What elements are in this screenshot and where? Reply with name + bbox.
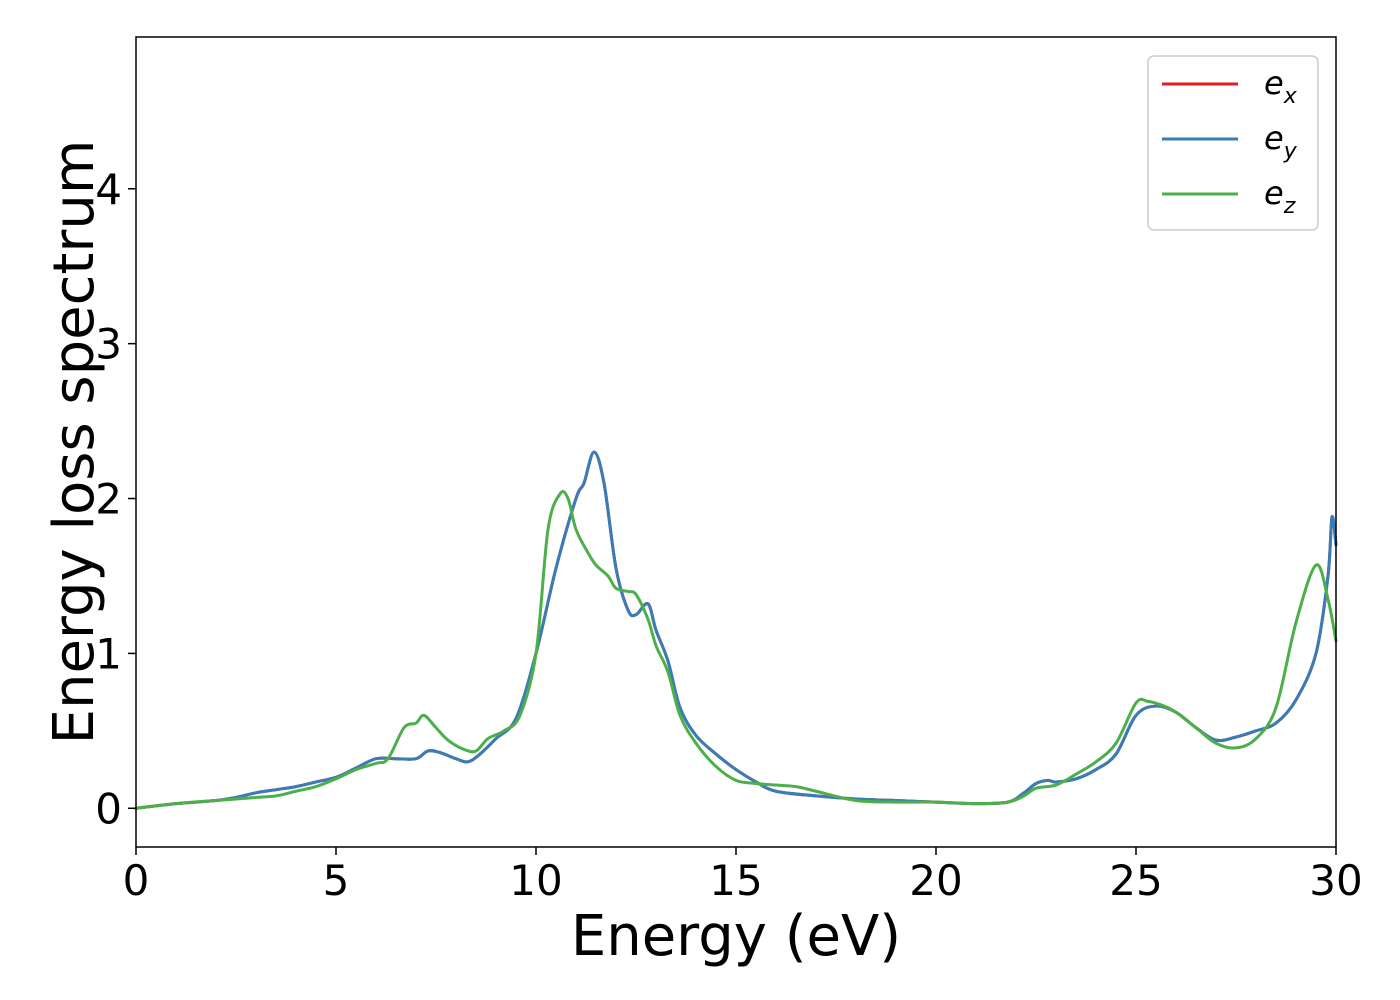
x-tick-label: 0 — [123, 856, 150, 905]
y-tick-label: 0 — [95, 784, 122, 833]
y-tick-label: 2 — [95, 475, 122, 524]
x-axis-ticks: 0 5 10 15 20 25 30 — [123, 847, 1363, 905]
series-layer — [134, 450, 1338, 810]
x-tick-label: 30 — [1309, 856, 1362, 905]
x-tick-label: 20 — [909, 856, 962, 905]
series-line-ez — [134, 490, 1338, 810]
y-axis-ticks: 0 1 2 3 4 — [95, 165, 136, 833]
legend-box — [1147, 55, 1319, 231]
x-tick-label: 5 — [323, 856, 350, 905]
y-axis-label: Energy loss spectrum — [42, 140, 107, 745]
x-axis-label: Energy (eV) — [571, 904, 901, 969]
x-tick-label: 10 — [509, 856, 562, 905]
x-tick-label: 25 — [1109, 856, 1162, 905]
y-tick-label: 4 — [95, 165, 122, 214]
y-tick-label: 1 — [95, 629, 122, 678]
legend-label-ex: ex — [1264, 64, 1298, 109]
x-tick-label: 15 — [709, 856, 762, 905]
y-tick-label: 3 — [95, 320, 122, 369]
